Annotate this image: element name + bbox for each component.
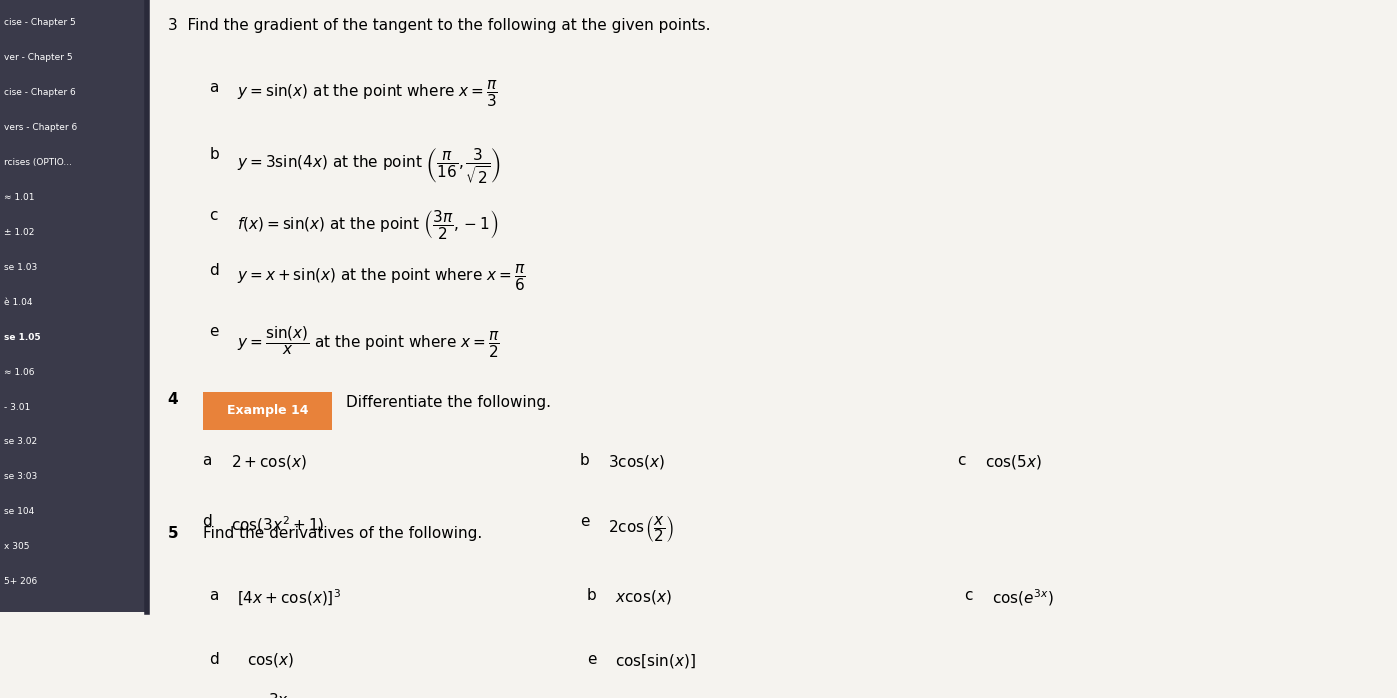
Text: $y = \sin(x)$ at the point where $x = \dfrac{\pi}{3}$: $y = \sin(x)$ at the point where $x = \d…	[237, 80, 499, 110]
Text: e: e	[580, 514, 590, 529]
Text: a: a	[210, 588, 219, 602]
Text: ≈ 1.06: ≈ 1.06	[4, 368, 35, 377]
Text: se 1.03: se 1.03	[4, 263, 38, 272]
Text: è 1.04: è 1.04	[4, 298, 32, 307]
Text: ± 1.02: ± 1.02	[4, 228, 35, 237]
Text: ≈ 1.01: ≈ 1.01	[4, 193, 35, 202]
Text: $3\cos(x)$: $3\cos(x)$	[608, 453, 665, 471]
Text: $\cos(x)$: $\cos(x)$	[247, 651, 295, 669]
Text: e: e	[587, 652, 597, 667]
Text: 3  Find the gradient of the tangent to the following at the given points.: 3 Find the gradient of the tangent to th…	[168, 18, 710, 34]
Text: vers - Chapter 6: vers - Chapter 6	[4, 123, 77, 132]
Text: se 1.05: se 1.05	[4, 333, 41, 342]
Text: $x\cos(x)$: $x\cos(x)$	[615, 588, 672, 606]
Text: a: a	[203, 453, 212, 468]
Text: $2\cos\left(\dfrac{x}{2}\right)$: $2\cos\left(\dfrac{x}{2}\right)$	[608, 514, 673, 544]
Text: 5: 5	[168, 526, 179, 542]
Text: d: d	[210, 652, 219, 667]
Text: 5+ 206: 5+ 206	[4, 577, 38, 586]
Text: ver - Chapter 5: ver - Chapter 5	[4, 53, 73, 62]
Bar	[203, 392, 332, 430]
Text: b: b	[587, 588, 597, 602]
Text: $f(x) = \sin(x)$ at the point $\left(\dfrac{3\pi}{2}, -1\right)$: $f(x) = \sin(x)$ at the point $\left(\df…	[237, 208, 499, 241]
Text: c: c	[957, 453, 965, 468]
Text: $[4x + \cos(x)]^3$: $[4x + \cos(x)]^3$	[237, 588, 341, 609]
Text: $\cos(e^{3x})$: $\cos(e^{3x})$	[992, 588, 1053, 609]
Text: Differentiate the following.: Differentiate the following.	[346, 395, 552, 410]
Text: $y = 3\sin(4x)$ at the point $\left(\dfrac{\pi}{16}, \dfrac{3}{\sqrt{2}}\right)$: $y = 3\sin(4x)$ at the point $\left(\dfr…	[237, 147, 502, 186]
Text: $2 + \cos(x)$: $2 + \cos(x)$	[231, 453, 306, 471]
Text: b: b	[580, 453, 590, 468]
Text: se 104: se 104	[4, 507, 35, 517]
Text: c: c	[210, 208, 218, 223]
Text: se 3.02: se 3.02	[4, 438, 38, 447]
Text: e: e	[210, 325, 219, 339]
Text: c: c	[964, 588, 972, 602]
Text: - 3.01: - 3.01	[4, 403, 31, 412]
Text: $y = x + \sin(x)$ at the point where $x = \dfrac{\pi}{6}$: $y = x + \sin(x)$ at the point where $x …	[237, 263, 527, 293]
Text: d: d	[203, 514, 212, 529]
Text: $\cos[\sin(x)]$: $\cos[\sin(x)]$	[615, 652, 696, 670]
Text: $3x$: $3x$	[268, 692, 289, 698]
Text: 4: 4	[168, 392, 179, 407]
Text: rcises (OPTIO...: rcises (OPTIO...	[4, 158, 73, 167]
Text: $y = \dfrac{\sin(x)}{x}$ at the point where $x = \dfrac{\pi}{2}$: $y = \dfrac{\sin(x)}{x}$ at the point wh…	[237, 325, 500, 360]
Text: se 3:03: se 3:03	[4, 473, 38, 482]
Bar	[0, 0, 147, 612]
Text: cise - Chapter 6: cise - Chapter 6	[4, 88, 75, 97]
Text: Find the derivatives of the following.: Find the derivatives of the following.	[203, 526, 482, 542]
Text: Example 14: Example 14	[226, 404, 309, 417]
Text: b: b	[210, 147, 219, 162]
Text: $\cos(5x)$: $\cos(5x)$	[985, 453, 1042, 471]
Text: x 305: x 305	[4, 542, 29, 551]
Text: d: d	[210, 263, 219, 279]
Text: a: a	[210, 80, 219, 94]
Text: $\cos(3x^2 + 1)$: $\cos(3x^2 + 1)$	[231, 514, 324, 535]
Text: cise - Chapter 5: cise - Chapter 5	[4, 18, 75, 27]
